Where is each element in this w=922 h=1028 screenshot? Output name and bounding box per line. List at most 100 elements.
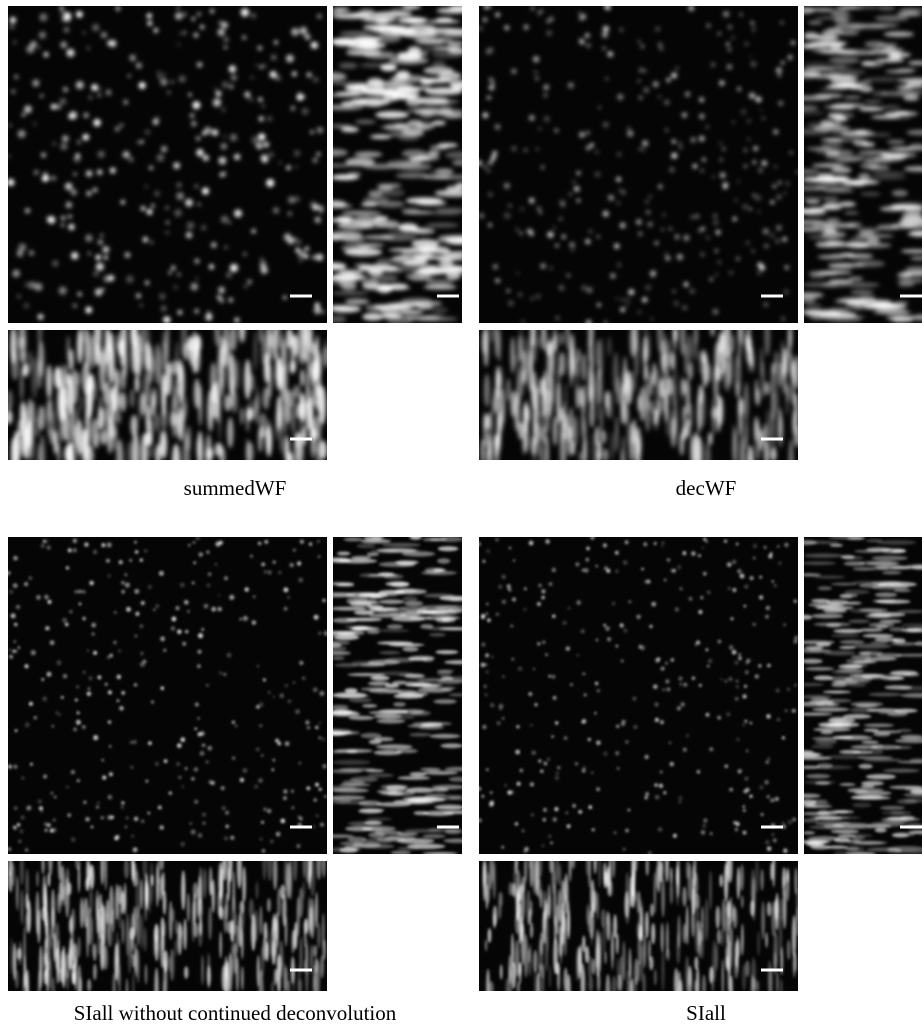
spot — [126, 275, 134, 283]
spot — [774, 584, 777, 587]
spot — [280, 693, 285, 698]
spot — [67, 813, 71, 817]
spot — [616, 645, 619, 648]
spot — [774, 165, 777, 168]
spot — [850, 290, 874, 295]
spot — [367, 78, 383, 86]
spot — [693, 851, 696, 886]
spot — [121, 369, 126, 391]
spot — [766, 409, 770, 439]
spot — [674, 400, 678, 434]
spot — [760, 109, 763, 112]
spot — [890, 52, 911, 57]
spot — [395, 163, 432, 171]
spot — [98, 255, 101, 258]
spot — [871, 171, 906, 176]
spot — [158, 806, 162, 810]
spot — [115, 411, 121, 424]
spot — [16, 876, 19, 911]
spot — [639, 67, 644, 72]
spot — [387, 283, 408, 290]
spot — [327, 274, 364, 281]
spot — [548, 675, 551, 678]
spot — [755, 859, 759, 893]
spot — [380, 233, 416, 242]
spot — [262, 105, 264, 107]
spot — [313, 158, 318, 163]
spot — [397, 53, 422, 61]
spot — [697, 770, 701, 774]
spot — [490, 800, 495, 805]
spot — [230, 326, 237, 351]
spot — [709, 870, 712, 910]
spot — [671, 658, 675, 662]
spot — [607, 337, 611, 356]
spot — [234, 154, 240, 160]
spot — [559, 352, 561, 379]
spot — [259, 65, 263, 69]
spot — [764, 244, 769, 249]
spot — [290, 412, 294, 432]
spot — [814, 125, 851, 131]
spot — [224, 46, 228, 50]
spot — [700, 596, 703, 599]
spot — [596, 441, 602, 462]
spot — [555, 721, 558, 724]
spot — [275, 411, 278, 440]
spot — [398, 17, 426, 23]
spot — [519, 962, 522, 976]
spot — [174, 940, 177, 957]
spot — [636, 219, 642, 225]
spot — [508, 965, 512, 1001]
spot — [304, 254, 308, 258]
spot — [645, 792, 649, 796]
spot — [136, 293, 141, 298]
spot — [17, 823, 21, 827]
spot — [744, 777, 748, 781]
spot — [666, 78, 670, 82]
spot — [537, 602, 541, 606]
spot — [140, 879, 142, 910]
spot — [823, 691, 851, 694]
spot — [760, 869, 763, 891]
spot — [844, 664, 868, 668]
spot — [71, 908, 75, 932]
spot — [98, 151, 105, 158]
spot — [249, 374, 255, 391]
spot — [658, 184, 663, 189]
spot — [163, 649, 166, 652]
spot — [844, 211, 859, 214]
spot — [174, 286, 177, 289]
spot — [47, 672, 52, 677]
spot — [632, 697, 636, 701]
spot — [613, 914, 617, 938]
spot — [664, 100, 669, 105]
spot — [796, 392, 799, 424]
spot — [101, 543, 105, 547]
spot — [859, 106, 881, 111]
spot — [688, 403, 692, 428]
spot — [284, 233, 292, 241]
spot — [852, 643, 891, 648]
spot — [654, 872, 657, 914]
spot — [747, 318, 750, 362]
micrograph — [477, 4, 799, 326]
spot — [585, 239, 590, 244]
spot — [263, 936, 267, 961]
spot — [366, 769, 384, 772]
spot — [592, 828, 595, 831]
spot — [501, 846, 504, 849]
spot — [879, 619, 902, 623]
spot — [645, 395, 651, 431]
spot — [107, 542, 112, 547]
spot — [253, 596, 255, 598]
spot — [597, 235, 600, 238]
spot — [779, 408, 782, 442]
spot — [790, 354, 794, 377]
spot — [50, 640, 55, 645]
spot — [641, 944, 644, 982]
spot — [162, 374, 166, 417]
spot — [395, 125, 430, 132]
spot — [504, 212, 510, 218]
spot — [42, 176, 48, 182]
